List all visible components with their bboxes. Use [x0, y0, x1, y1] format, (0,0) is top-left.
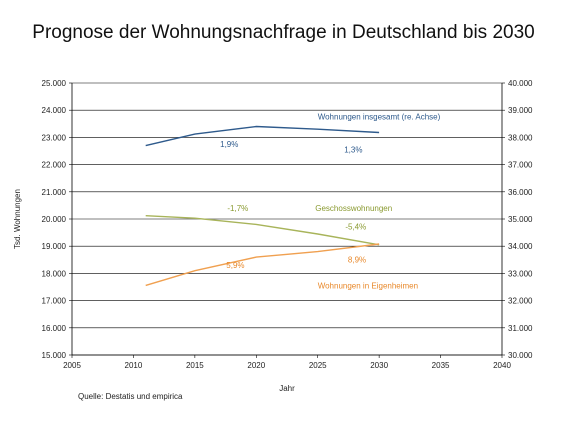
x-axis-title: Jahr: [279, 384, 295, 393]
y-tick-label: 17.000: [42, 297, 67, 306]
series-label: Geschosswohnungen: [315, 204, 392, 213]
y2-tick-label: 32.000: [508, 297, 533, 306]
y-tick-label: 25.000: [42, 79, 67, 88]
x-tick-label: 2015: [186, 361, 204, 370]
series-line: [145, 125, 380, 147]
grid-lines: [72, 82, 502, 356]
series-label: Wohnungen in Eigenheimen: [318, 281, 418, 290]
y-tick-label: 19.000: [42, 242, 67, 251]
y2-tick-label: 30.000: [508, 351, 533, 360]
x-tick-label: 2020: [247, 361, 265, 370]
annotation-label: 5,9%: [226, 261, 244, 270]
y-axis-title: Tsd. Wohnungen: [13, 189, 22, 249]
source-note: Quelle: Destatis und empirica: [78, 392, 183, 401]
x-tick-label: 2040: [493, 361, 511, 370]
annotation-label: 1,3%: [344, 145, 362, 154]
y-tick-label: 15.000: [42, 351, 67, 360]
series-line: [145, 243, 380, 287]
x-tick-label: 2030: [370, 361, 388, 370]
series-label: Wohnungen insgesamt (re. Achse): [318, 113, 441, 122]
chart-labels: 1,9% 1,3% -1,7% -5,4% 5,9% 8,9% Wohnungen insg…: [220, 113, 440, 291]
chart-title: Prognose der Wohnungsnachfrage in Deutsc…: [32, 22, 535, 43]
annotation-label: -1,7%: [227, 204, 248, 213]
y2-tick-label: 31.000: [508, 324, 533, 333]
y-tick-label: 21.000: [42, 188, 67, 197]
y2-tick-label: 34.000: [508, 242, 533, 251]
x-tick-label: 2025: [309, 361, 327, 370]
y2-tick-label: 38.000: [508, 133, 533, 142]
y2-tick-label: 40.000: [508, 79, 533, 88]
y-tick-label: 16.000: [42, 324, 67, 333]
annotation-label: 8,9%: [348, 256, 366, 265]
x-tick-label: 2035: [432, 361, 450, 370]
y-tick-label: 22.000: [42, 161, 67, 170]
y-tick-label: 18.000: [42, 269, 67, 278]
x-tick-label: 2010: [125, 361, 143, 370]
series-line: [145, 215, 380, 246]
series-lines: [145, 125, 380, 287]
y-tick-label: 20.000: [42, 215, 67, 224]
y-tick-label: 24.000: [42, 106, 67, 115]
annotation-label: -5,4%: [345, 222, 366, 231]
annotation-label: 1,9%: [220, 140, 238, 149]
y2-tick-label: 33.000: [508, 269, 533, 278]
y-tick-label: 23.000: [42, 133, 67, 142]
y2-tick-label: 37.000: [508, 161, 533, 170]
axes: 15.000 16.000 17.000 18.000 19.000 20.000 21.0…: [13, 79, 533, 393]
y2-tick-label: 36.000: [508, 188, 533, 197]
y2-tick-label: 35.000: [508, 215, 533, 224]
x-tick-label: 2005: [63, 361, 81, 370]
y2-tick-label: 39.000: [508, 106, 533, 115]
